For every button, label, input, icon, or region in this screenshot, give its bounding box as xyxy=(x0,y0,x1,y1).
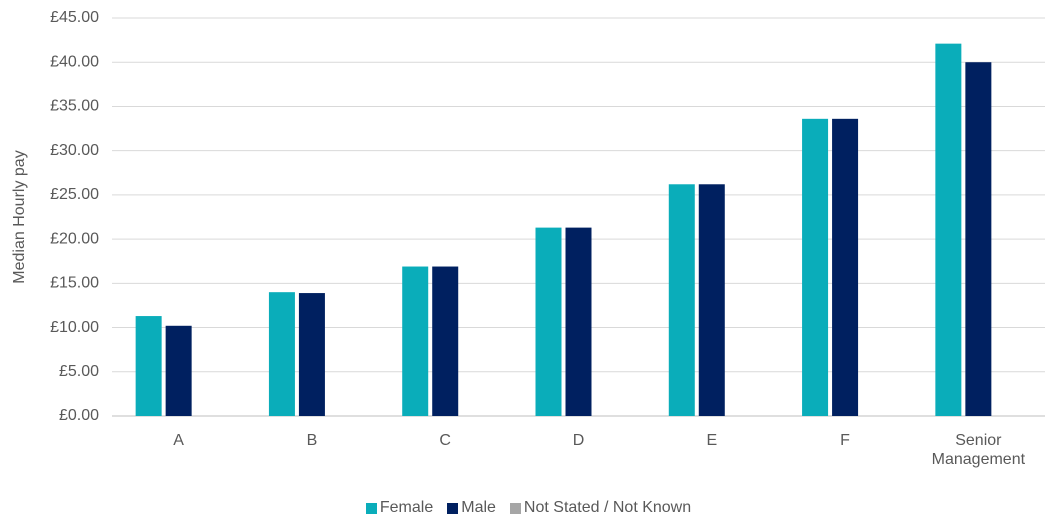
x-tick-label: C xyxy=(439,432,451,449)
y-tick-label: £25.00 xyxy=(50,186,99,203)
x-tick-label: Senior Management xyxy=(931,432,1026,468)
x-tick-label: A xyxy=(173,432,184,449)
bar xyxy=(698,184,725,416)
x-tick-label: E xyxy=(706,432,718,449)
x-tick-label: B xyxy=(306,432,318,449)
bar xyxy=(432,266,459,416)
bar xyxy=(935,43,962,416)
y-tick-label: £35.00 xyxy=(50,98,99,115)
y-tick-label: £5.00 xyxy=(59,363,99,380)
legend-item: Female xyxy=(365,499,434,517)
bar xyxy=(298,293,325,416)
y-tick-label: £0.00 xyxy=(59,407,99,424)
y-tick-label: £40.00 xyxy=(50,53,99,70)
legend-swatch xyxy=(365,502,377,514)
legend-swatch xyxy=(447,502,459,514)
bar xyxy=(565,227,592,416)
legend-label: Female xyxy=(379,499,434,516)
bar xyxy=(535,227,562,416)
y-tick-label: £30.00 xyxy=(50,142,99,159)
y-tick-label: £15.00 xyxy=(50,275,99,292)
legend-item: Male xyxy=(447,499,496,517)
bar xyxy=(832,118,859,417)
legend-label: Not Stated / Not Known xyxy=(523,499,692,516)
bar xyxy=(965,62,992,416)
x-tick-label: D xyxy=(572,432,585,449)
bar xyxy=(268,292,295,416)
y-axis-label: Median Hourly pay xyxy=(11,150,28,283)
bar xyxy=(802,118,829,417)
x-tick-label: F xyxy=(840,432,850,449)
y-tick-label: £45.00 xyxy=(50,9,99,26)
bar xyxy=(402,266,429,416)
legend-label: Male xyxy=(461,499,496,516)
y-tick-label: £20.00 xyxy=(50,230,99,247)
bar xyxy=(165,325,192,416)
legend: Female Male Not Stated / Not Known xyxy=(0,499,1057,517)
bar xyxy=(668,184,695,416)
legend-item: Not Stated / Not Known xyxy=(509,499,692,517)
y-tick-label: £10.00 xyxy=(50,319,99,336)
bar xyxy=(135,316,162,416)
legend-swatch xyxy=(509,502,521,514)
